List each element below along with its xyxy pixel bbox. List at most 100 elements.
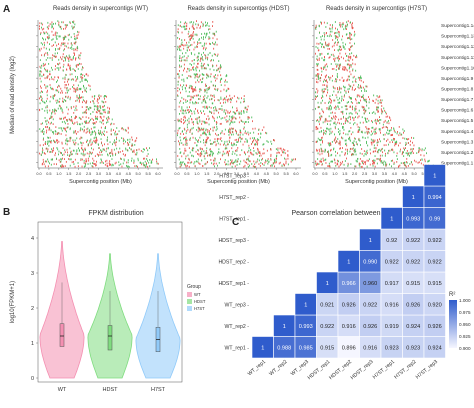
- density-point: [237, 147, 239, 149]
- density-point: [58, 153, 59, 156]
- density-point: [189, 99, 191, 101]
- density-point: [228, 130, 230, 133]
- density-point: [361, 131, 363, 134]
- density-point: [238, 112, 240, 115]
- density-point: [386, 140, 387, 142]
- density-point: [213, 94, 215, 97]
- density-point: [64, 76, 66, 79]
- density-point: [65, 24, 67, 27]
- density-point: [73, 123, 75, 125]
- density-point: [74, 54, 75, 56]
- density-point: [337, 102, 339, 104]
- density-point: [359, 79, 361, 81]
- density-point: [65, 58, 66, 60]
- density-point: [54, 34, 56, 37]
- density-point: [191, 53, 192, 55]
- density-point: [128, 143, 130, 146]
- density-point: [95, 111, 97, 113]
- density-point: [74, 37, 75, 40]
- density-point: [191, 43, 193, 46]
- density-point: [283, 163, 285, 166]
- density-point: [210, 94, 212, 97]
- density-point: [193, 147, 195, 150]
- x-tick-label: 1.5: [342, 172, 347, 176]
- density-point: [50, 86, 52, 89]
- density-point: [235, 132, 237, 135]
- density-point: [42, 138, 44, 141]
- density-point: [345, 148, 347, 151]
- density-point: [186, 57, 188, 59]
- density-point: [40, 95, 42, 98]
- density-point: [387, 115, 389, 118]
- density-point: [54, 68, 56, 71]
- density-point: [67, 56, 69, 59]
- density-point: [206, 138, 208, 141]
- density-point: [86, 128, 88, 131]
- density-point: [83, 84, 84, 87]
- density-point: [324, 102, 326, 104]
- density-point: [333, 99, 335, 102]
- density-point: [179, 70, 180, 72]
- density-point: [348, 56, 350, 59]
- density-point: [321, 94, 323, 97]
- density-point: [115, 144, 117, 147]
- density-point: [227, 99, 228, 101]
- density-point: [57, 76, 59, 78]
- density-point: [44, 152, 45, 154]
- density-point: [77, 33, 79, 36]
- density-point: [53, 97, 54, 100]
- density-point: [364, 131, 366, 134]
- density-point: [100, 158, 102, 161]
- density-point: [187, 128, 189, 131]
- density-point: [207, 95, 209, 98]
- density-point: [182, 102, 184, 104]
- density-point: [114, 142, 116, 145]
- density-point: [113, 148, 115, 151]
- density-point: [381, 109, 383, 112]
- density-point: [326, 127, 328, 130]
- density-point: [95, 132, 97, 135]
- density-point: [42, 122, 43, 125]
- density-point: [94, 163, 95, 165]
- density-point: [48, 129, 50, 131]
- density-point: [390, 129, 392, 131]
- density-point: [110, 163, 111, 166]
- density-point: [45, 59, 47, 61]
- density-point: [341, 97, 343, 100]
- density-point: [215, 143, 217, 146]
- density-point: [326, 84, 328, 87]
- density-point: [248, 144, 250, 147]
- density-point: [183, 112, 185, 115]
- density-point: [239, 134, 241, 136]
- density-point: [230, 162, 231, 165]
- density-point: [235, 117, 237, 120]
- density-point: [205, 42, 207, 45]
- density-point: [134, 165, 136, 167]
- density-point: [315, 28, 317, 30]
- density-point: [334, 126, 336, 128]
- density-point: [257, 158, 259, 161]
- density-point: [179, 88, 180, 91]
- density-point: [209, 110, 210, 113]
- density-point: [197, 79, 198, 82]
- density-point: [398, 134, 400, 137]
- density-point: [324, 58, 326, 61]
- density-point: [74, 52, 75, 55]
- density-point: [342, 80, 344, 82]
- density-point: [64, 38, 65, 40]
- density-point: [344, 139, 346, 142]
- density-point: [349, 85, 351, 88]
- density-point: [198, 98, 199, 100]
- density-point: [181, 31, 183, 34]
- density-point: [322, 110, 324, 113]
- density-point: [334, 59, 335, 62]
- density-point: [279, 147, 281, 150]
- density-point: [181, 41, 183, 44]
- colorbar-tick-label: 0.925: [459, 334, 471, 339]
- heatmap-value: 1: [326, 281, 329, 287]
- density-point: [70, 119, 72, 122]
- density-point: [64, 151, 66, 153]
- density-point: [349, 116, 351, 118]
- density-point: [58, 76, 59, 79]
- heatmap-value: 0.916: [385, 302, 399, 308]
